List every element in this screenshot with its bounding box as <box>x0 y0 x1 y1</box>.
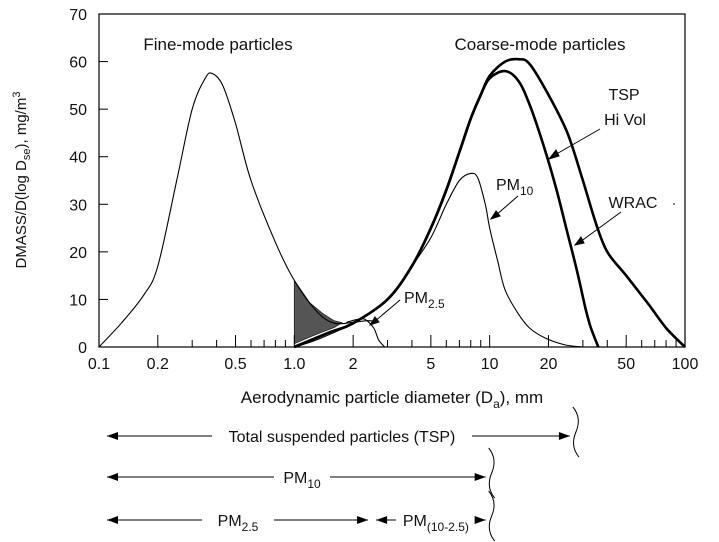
range-arrowhead <box>474 516 486 524</box>
size-ranges-layer: Total suspended particles (TSP) PM10 PM2.5… <box>107 406 580 542</box>
axes-layer <box>98 13 686 348</box>
range-bracket <box>572 406 580 458</box>
x-tick-label: 0.2 <box>147 356 169 373</box>
series-layer <box>98 57 686 349</box>
y-tick-label: 70 <box>69 7 87 24</box>
range-arrowhead <box>376 516 388 524</box>
x-tick-label: 5 <box>426 356 435 373</box>
size-range-label: PM10 <box>283 470 321 491</box>
range-arrowhead <box>107 473 118 481</box>
y-tick-label: 60 <box>69 55 87 72</box>
size-range-label: PM2.5 <box>218 513 259 534</box>
range-arrowhead <box>474 473 486 481</box>
plot-frame <box>98 13 686 348</box>
y-tick-label: 10 <box>69 292 87 309</box>
x-tick-label: 100 <box>672 356 699 373</box>
y-tick-label: 40 <box>69 150 87 167</box>
annotation-hi-vol: Hi Vol <box>604 112 646 129</box>
annotation-arrows <box>368 128 675 326</box>
y-tick-label: 50 <box>69 102 87 119</box>
series-line-tsp-hi-vol <box>293 69 600 349</box>
series-line-pm2-5 <box>346 318 386 348</box>
x-tick-label: 2 <box>349 356 358 373</box>
series-line-pm10 <box>294 172 583 348</box>
x-tick-label: 50 <box>617 356 635 373</box>
x-tick-label: 0.5 <box>224 356 246 373</box>
size-range-label: Total suspended particles (TSP) <box>229 429 456 446</box>
range-bracket <box>488 447 496 499</box>
ticks-layer: 0.1 0.2 0.5 1.0 2 5 10 20 50 100 0 10 20 30 40 50 60 70 <box>69 7 698 373</box>
range-arrowhead <box>357 516 369 524</box>
x-tick-label: 20 <box>540 356 558 373</box>
size-range-total-suspended-particles-tsp: Total suspended particles (TSP) <box>107 406 580 458</box>
y-axis-label: DMASS/D(log Dse), mg/m3 <box>11 92 33 269</box>
annotation-fine-mode: Fine-mode particles <box>143 35 292 54</box>
y-tick-label: 0 <box>78 340 87 357</box>
annotation-tsp: TSP <box>608 87 639 104</box>
size-range-label: PM(10-2.5) <box>403 513 469 534</box>
range-arrowhead <box>107 516 118 524</box>
series-line-fine-mode-0 <box>98 72 373 348</box>
x-axis-label: Aerodynamic particle diameter (Da), mm <box>241 388 543 411</box>
series-line-wrac <box>293 57 686 349</box>
range-arrowhead <box>107 432 118 440</box>
size-range-pm-10-2-5: PM(10-2.5) <box>376 490 496 542</box>
range-arrowhead <box>558 432 570 440</box>
annotation-wrac: WRAC <box>609 195 658 212</box>
y-tick-label: 20 <box>69 245 87 262</box>
x-tick-label: 10 <box>481 356 499 373</box>
range-bracket <box>488 490 496 542</box>
size-range-pm-10: PM10 <box>107 447 496 499</box>
x-tick-label: 1.0 <box>283 356 305 373</box>
annotation-pm10: PM10 <box>496 177 534 198</box>
x-tick-label: 0.1 <box>88 356 110 373</box>
annotation-coarse-mode: Coarse-mode particles <box>454 35 625 54</box>
annotation-pm25: PM2.5 <box>404 290 445 311</box>
size-range-pm-2-5: PM2.5 <box>107 513 369 534</box>
y-tick-label: 30 <box>69 197 87 214</box>
